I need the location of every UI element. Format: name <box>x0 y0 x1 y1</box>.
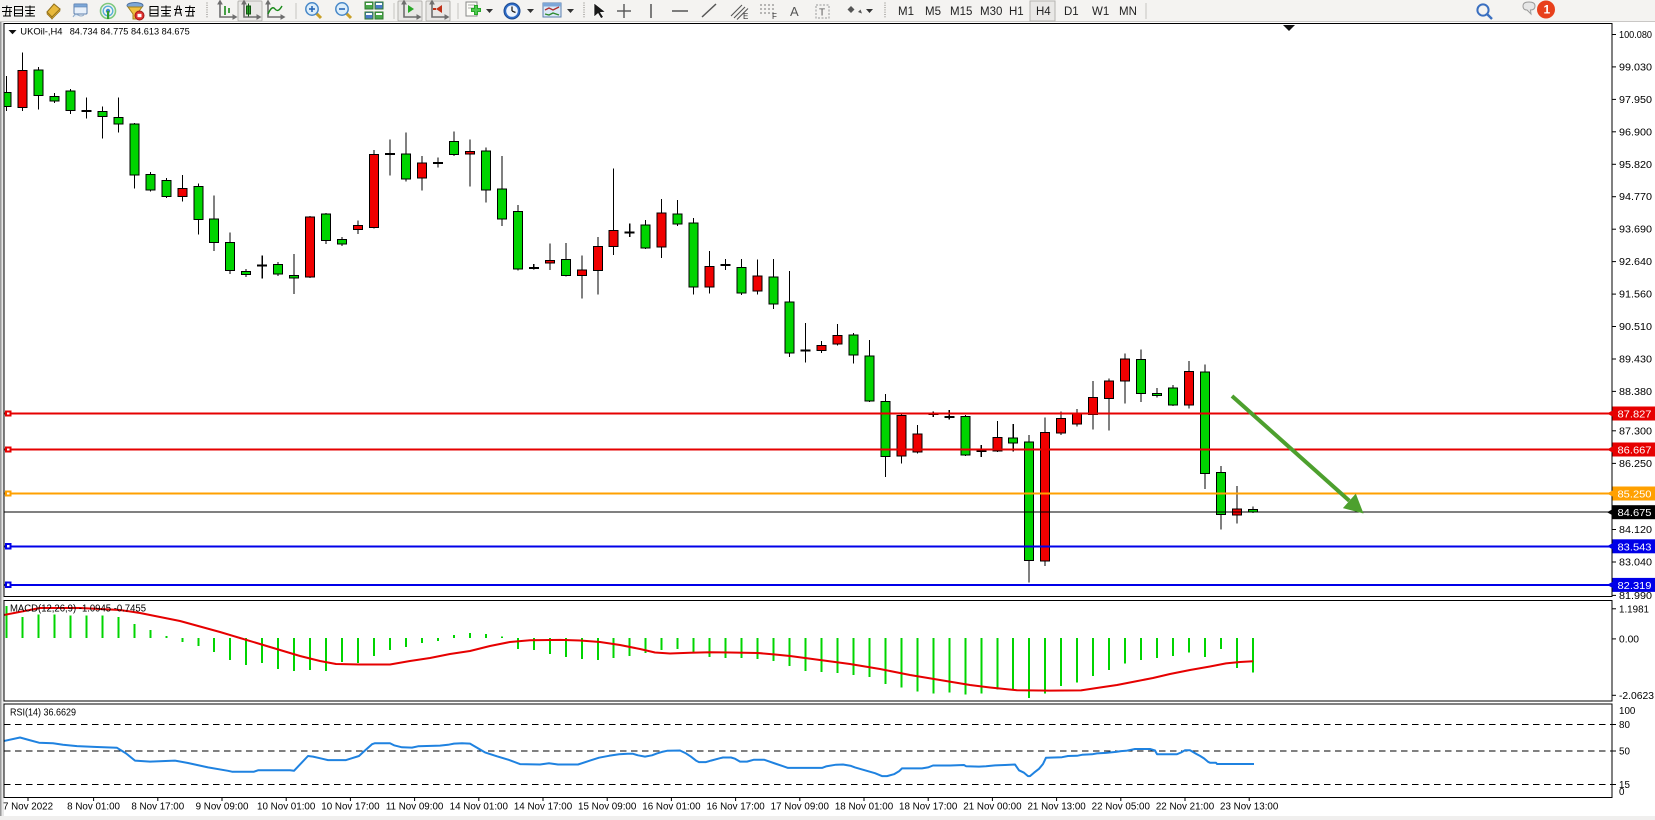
svg-text:83.040: 83.040 <box>1619 558 1653 569</box>
svg-text:17 Nov 09:00: 17 Nov 09:00 <box>771 802 830 813</box>
svg-text:97.950: 97.950 <box>1619 95 1653 106</box>
svg-text:95.820: 95.820 <box>1619 160 1653 171</box>
svg-text:80: 80 <box>1619 720 1630 731</box>
svg-text:M1: M1 <box>898 6 914 18</box>
svg-text:0.00: 0.00 <box>1619 634 1640 645</box>
svg-text:A: A <box>790 4 799 19</box>
svg-text:1.1981: 1.1981 <box>1619 604 1649 615</box>
svg-text:H4: H4 <box>1036 6 1051 18</box>
svg-text:M5: M5 <box>925 6 941 18</box>
svg-text:88.380: 88.380 <box>1619 387 1653 398</box>
svg-text:15 Nov 09:00: 15 Nov 09:00 <box>578 802 637 813</box>
svg-text:7 Nov 2022: 7 Nov 2022 <box>3 802 53 813</box>
svg-text:14 Nov 01:00: 14 Nov 01:00 <box>450 802 509 813</box>
svg-text:H1: H1 <box>1009 6 1024 18</box>
svg-text:92.640: 92.640 <box>1619 257 1653 268</box>
svg-text:M15: M15 <box>950 6 972 18</box>
svg-text:89.430: 89.430 <box>1619 355 1653 366</box>
svg-text:93.690: 93.690 <box>1619 225 1653 236</box>
svg-text:21 Nov 00:00: 21 Nov 00:00 <box>963 802 1022 813</box>
svg-text:UKOil-,H4: UKOil-,H4 <box>20 26 62 37</box>
svg-text:50: 50 <box>1619 747 1630 758</box>
svg-text:94.770: 94.770 <box>1619 192 1653 203</box>
svg-text:0: 0 <box>1619 787 1625 798</box>
svg-text:W1: W1 <box>1092 6 1109 18</box>
svg-text:82.319: 82.319 <box>1618 580 1652 592</box>
svg-text:21 Nov 13:00: 21 Nov 13:00 <box>1027 802 1086 813</box>
svg-text:14 Nov 17:00: 14 Nov 17:00 <box>514 802 573 813</box>
svg-text:86.667: 86.667 <box>1618 445 1652 457</box>
svg-text:10 Nov 17:00: 10 Nov 17:00 <box>321 802 380 813</box>
svg-text:84.675: 84.675 <box>1618 507 1652 519</box>
svg-text:MN: MN <box>1119 6 1137 18</box>
svg-text:8 Nov 01:00: 8 Nov 01:00 <box>67 802 120 813</box>
svg-text:F: F <box>772 12 777 21</box>
svg-text:18 Nov 17:00: 18 Nov 17:00 <box>899 802 958 813</box>
svg-text:83.543: 83.543 <box>1618 541 1652 553</box>
svg-text:85.250: 85.250 <box>1618 489 1652 501</box>
svg-text:90.510: 90.510 <box>1619 322 1653 333</box>
svg-text:-2.0623: -2.0623 <box>1619 691 1655 702</box>
svg-text:9 Nov 09:00: 9 Nov 09:00 <box>196 802 249 813</box>
svg-text:87.827: 87.827 <box>1618 409 1652 421</box>
svg-text:T: T <box>819 8 825 19</box>
svg-text:91.560: 91.560 <box>1619 290 1653 301</box>
svg-text:100.080: 100.080 <box>1619 30 1653 41</box>
svg-text:RSI(14) 36.6629: RSI(14) 36.6629 <box>10 708 76 719</box>
svg-text:8 Nov 17:00: 8 Nov 17:00 <box>131 802 184 813</box>
svg-text:86.250: 86.250 <box>1619 459 1653 470</box>
svg-text:84.734 84.775 84.613 84.675: 84.734 84.775 84.613 84.675 <box>70 26 190 37</box>
svg-text:D1: D1 <box>1064 6 1079 18</box>
svg-text:99.030: 99.030 <box>1619 62 1653 73</box>
svg-text:15: 15 <box>1619 780 1630 791</box>
svg-text:16 Nov 01:00: 16 Nov 01:00 <box>642 802 701 813</box>
svg-text:MACD(12,26,9) -1.0945 -0.7455: MACD(12,26,9) -1.0945 -0.7455 <box>10 604 147 615</box>
svg-text:E: E <box>743 12 748 21</box>
svg-text:96.900: 96.900 <box>1619 127 1653 138</box>
svg-text:84.120: 84.120 <box>1619 525 1653 536</box>
svg-text:M30: M30 <box>980 6 1002 18</box>
svg-text:87.300: 87.300 <box>1619 426 1653 437</box>
svg-text:18 Nov 01:00: 18 Nov 01:00 <box>835 802 894 813</box>
svg-text:22 Nov 21:00: 22 Nov 21:00 <box>1156 802 1215 813</box>
svg-text:11 Nov 09:00: 11 Nov 09:00 <box>386 802 444 813</box>
svg-text:22 Nov 05:00: 22 Nov 05:00 <box>1092 802 1151 813</box>
svg-text:23 Nov 13:00: 23 Nov 13:00 <box>1220 802 1279 813</box>
svg-text:10 Nov 01:00: 10 Nov 01:00 <box>257 802 316 813</box>
svg-text:81.990: 81.990 <box>1619 591 1653 602</box>
svg-text:16 Nov 17:00: 16 Nov 17:00 <box>706 802 765 813</box>
svg-text:1: 1 <box>1544 3 1551 17</box>
svg-text:100: 100 <box>1619 706 1636 717</box>
